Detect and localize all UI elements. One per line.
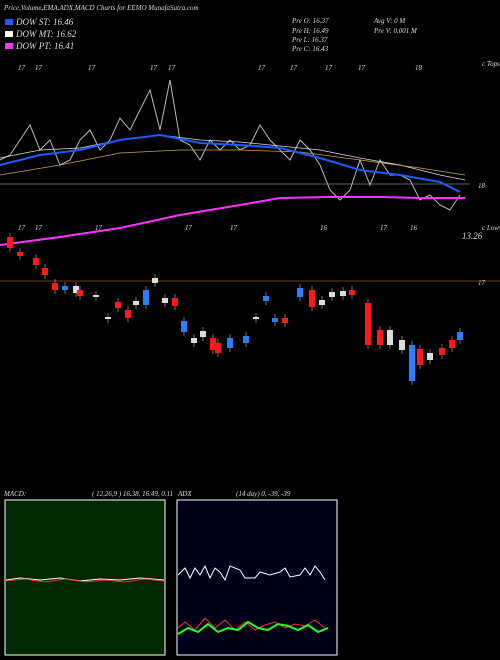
- candle-body: [457, 332, 463, 340]
- candle-body: [282, 318, 288, 323]
- adx-label: ADX: [177, 490, 192, 498]
- legend-label: DOW MT: 16.62: [15, 29, 77, 39]
- ema-line: [0, 149, 466, 176]
- candle-body: [162, 298, 168, 303]
- candle-body: [143, 290, 149, 305]
- x-label: 17: [290, 64, 298, 72]
- axis-label: c Tops: [482, 60, 500, 68]
- candle-body: [243, 336, 249, 343]
- stat: Pre C: 16.43: [291, 45, 329, 53]
- legend-swatch: [5, 43, 13, 49]
- candle-body: [42, 268, 48, 275]
- stat: Avg V: 0 M: [373, 17, 406, 25]
- legend-label: DOW PT: 16.41: [15, 41, 74, 51]
- candle-body: [33, 258, 39, 265]
- candles: [7, 233, 463, 385]
- candle-body: [319, 300, 325, 305]
- x-label: 16: [320, 224, 328, 232]
- candle-body: [297, 288, 303, 297]
- candle-body: [62, 286, 68, 290]
- candle-body: [133, 301, 139, 305]
- macd-params: ( 12,26,9 ) 16.38, 16.49, 0.11: [92, 490, 173, 498]
- stat: Pre V: 0.001 M: [373, 27, 418, 35]
- candle-body: [115, 302, 121, 308]
- x-label: 17: [230, 224, 238, 232]
- signal-line: [5, 578, 165, 583]
- candle-body: [263, 296, 269, 301]
- candle-body: [7, 237, 13, 248]
- x-label: 17: [325, 64, 333, 72]
- candle-body: [73, 286, 79, 293]
- candle-body: [309, 290, 315, 307]
- di-plus: [177, 620, 329, 635]
- axis-label: c Lows: [482, 224, 500, 232]
- candle-body: [17, 252, 23, 256]
- x-label: 17: [258, 64, 266, 72]
- x-label: 17: [18, 64, 26, 72]
- candle-body: [200, 331, 206, 337]
- x-label: 17: [380, 224, 388, 232]
- stat: Pre O: 16.37: [291, 17, 329, 25]
- candle-body: [210, 338, 216, 350]
- candle-body: [191, 338, 197, 343]
- legend-swatch: [5, 31, 13, 37]
- candle-body: [409, 345, 415, 381]
- candle-body: [215, 343, 221, 353]
- x-label: 17: [95, 224, 103, 232]
- candle-body: [365, 303, 371, 345]
- candle-body: [52, 283, 58, 290]
- x-label: 17: [168, 64, 176, 72]
- x-label: 18: [415, 64, 423, 72]
- candle-body: [377, 330, 383, 345]
- legend: DOW ST: 16.46 DOW MT: 16.62 DOW PT: 16.41: [5, 17, 77, 51]
- x-label: 17: [35, 224, 43, 232]
- candle-body: [172, 298, 178, 306]
- candle-body: [349, 290, 355, 295]
- candle-body: [125, 310, 131, 318]
- candle-body: [439, 348, 445, 355]
- legend-label: DOW ST: 16.46: [15, 17, 74, 27]
- adx-panel: [176, 499, 338, 656]
- candle-body: [340, 291, 346, 296]
- axis-label: 13.26: [462, 231, 483, 241]
- x-label: 17: [88, 64, 96, 72]
- candle-body: [417, 349, 423, 365]
- x-label: 17: [18, 224, 26, 232]
- candle-body: [272, 318, 278, 322]
- candle-body: [449, 340, 455, 348]
- price-line: [0, 79, 461, 211]
- stat: Pre L: 16.37: [291, 36, 328, 44]
- macd-panel: [4, 499, 166, 656]
- macd-label: MACD:: [3, 490, 26, 498]
- candle-body: [77, 290, 83, 296]
- x-label: 16: [410, 224, 418, 232]
- candle-body: [253, 317, 259, 319]
- ema-line: [0, 196, 465, 246]
- x-label: 17: [35, 64, 43, 72]
- candle-body: [105, 317, 111, 319]
- x-label: 17: [185, 224, 193, 232]
- legend-swatch: [5, 19, 13, 25]
- candle-body: [152, 278, 158, 283]
- candle-body: [399, 340, 405, 350]
- candle-body: [93, 295, 99, 297]
- x-label: 17: [150, 64, 158, 72]
- candle-body: [227, 338, 233, 348]
- x-label: 17: [358, 64, 366, 72]
- adx-params: (14 day) 0, -39, -39: [236, 490, 291, 498]
- stat: Pre H: 16.49: [291, 27, 329, 35]
- di-minus: [177, 617, 326, 631]
- candle-body: [387, 330, 393, 345]
- candle-body: [329, 292, 335, 297]
- axis-label: 17: [478, 279, 486, 287]
- title: Price,Volume,EMA,ADX,MACD Charts for EEM…: [3, 4, 199, 12]
- adx-line: [177, 564, 326, 582]
- candle-body: [427, 353, 433, 360]
- ema-line: [0, 133, 461, 193]
- axis-label: 18: [478, 182, 486, 190]
- candle-body: [181, 321, 187, 332]
